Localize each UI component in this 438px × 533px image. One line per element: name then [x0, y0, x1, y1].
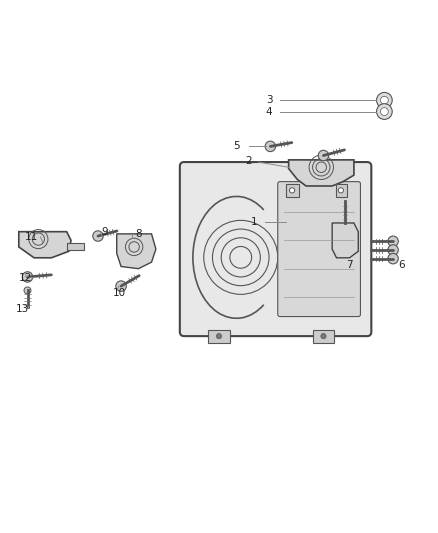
Circle shape [93, 231, 103, 241]
Circle shape [388, 236, 398, 246]
Polygon shape [332, 223, 358, 258]
Polygon shape [289, 160, 354, 186]
Text: 1: 1 [251, 217, 257, 227]
Text: 4: 4 [266, 107, 272, 117]
Polygon shape [117, 234, 156, 269]
FancyBboxPatch shape [208, 329, 230, 343]
Circle shape [377, 104, 392, 119]
FancyBboxPatch shape [67, 243, 84, 251]
Text: 3: 3 [266, 95, 272, 105]
FancyBboxPatch shape [180, 162, 371, 336]
Circle shape [290, 188, 295, 193]
Circle shape [22, 272, 33, 282]
Circle shape [388, 245, 398, 255]
Circle shape [265, 141, 276, 151]
Text: 9: 9 [102, 227, 108, 237]
Text: 2: 2 [245, 156, 252, 166]
Text: 8: 8 [136, 229, 142, 239]
Circle shape [377, 92, 392, 108]
Circle shape [381, 96, 389, 104]
Circle shape [321, 334, 326, 339]
Circle shape [318, 150, 328, 161]
FancyBboxPatch shape [336, 184, 346, 197]
Text: 13: 13 [16, 304, 29, 314]
FancyBboxPatch shape [286, 184, 299, 197]
Circle shape [216, 334, 222, 339]
Circle shape [24, 287, 31, 294]
Circle shape [388, 254, 398, 264]
Circle shape [381, 108, 389, 116]
FancyBboxPatch shape [278, 182, 360, 317]
Text: 7: 7 [346, 260, 353, 270]
Circle shape [338, 188, 343, 193]
Text: 5: 5 [233, 141, 240, 151]
Text: 6: 6 [399, 260, 405, 270]
Text: 10: 10 [112, 288, 125, 297]
Text: 11: 11 [25, 232, 39, 242]
FancyBboxPatch shape [313, 329, 334, 343]
Text: 12: 12 [19, 273, 32, 283]
Polygon shape [19, 232, 71, 258]
Circle shape [116, 281, 126, 292]
